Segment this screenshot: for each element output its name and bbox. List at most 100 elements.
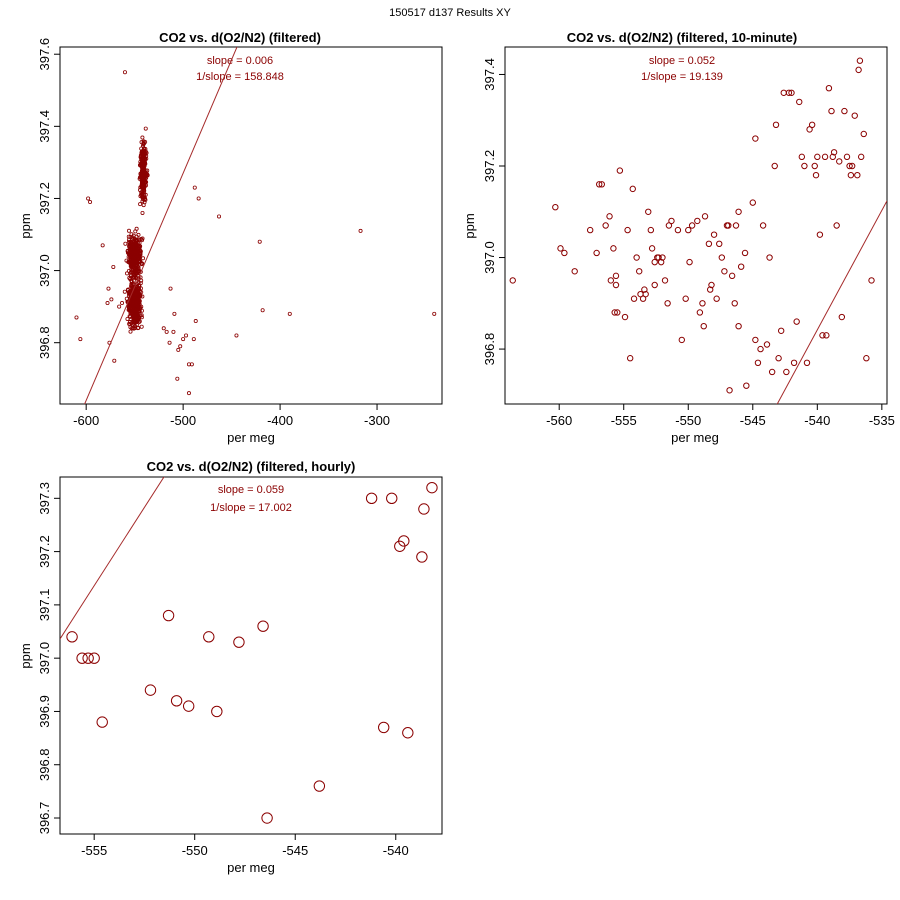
data-point	[706, 286, 714, 293]
data-point	[716, 240, 723, 248]
x-tick-label: -550	[182, 843, 208, 858]
data-point	[710, 231, 718, 238]
data-point	[135, 284, 140, 289]
data-point	[139, 174, 144, 179]
regression-line	[776, 200, 887, 404]
data-point	[848, 162, 856, 170]
data-point	[418, 503, 430, 515]
data-point	[721, 268, 728, 275]
data-point	[728, 272, 736, 280]
data-point	[386, 492, 398, 505]
data-point	[139, 308, 144, 313]
data-point	[135, 319, 140, 324]
plot-panel: CO2 vs. d(O2/N2) (filtered, hourly) slop…	[18, 459, 443, 875]
x-tick-label: -540	[804, 413, 830, 428]
data-point	[313, 780, 326, 792]
data-point	[830, 149, 838, 156]
data-point	[838, 313, 846, 321]
data-point	[135, 302, 140, 307]
inverse-slope-annotation: 1/slope = 158.848	[196, 71, 284, 83]
data-point	[129, 321, 134, 326]
data-point	[358, 228, 363, 233]
data-point	[586, 226, 594, 234]
data-point	[846, 162, 853, 170]
data-point	[836, 158, 843, 165]
data-point	[793, 318, 800, 325]
data-point	[801, 162, 808, 170]
data-point	[122, 70, 127, 75]
data-point	[133, 258, 138, 263]
x-tick-label: -555	[611, 413, 637, 428]
data-point	[686, 258, 693, 266]
data-point	[741, 249, 749, 257]
data-point	[138, 202, 143, 207]
data-point	[139, 140, 144, 145]
data-point	[128, 329, 133, 334]
data-point	[651, 281, 658, 289]
data-point	[138, 313, 143, 318]
plot-title: CO2 vs. d(O2/N2) (filtered, 10-minute)	[567, 30, 797, 45]
data-point	[855, 66, 862, 74]
data-point	[699, 300, 706, 307]
data-point	[828, 107, 835, 115]
data-point	[737, 263, 745, 270]
data-point	[112, 358, 117, 363]
data-point	[636, 268, 643, 275]
data-point	[788, 89, 795, 96]
data-point	[141, 154, 146, 159]
data-point	[612, 281, 620, 289]
data-point	[811, 162, 818, 170]
data-point	[175, 376, 180, 381]
plot-title: CO2 vs. d(O2/N2) (filtered)	[159, 30, 321, 45]
data-point	[678, 336, 686, 344]
data-point	[140, 135, 145, 140]
y-axis-label: ppm	[18, 213, 33, 238]
data-point	[168, 286, 173, 291]
data-point	[133, 320, 138, 325]
data-point	[763, 341, 771, 348]
plot-frame	[59, 46, 443, 405]
data-point	[790, 359, 798, 367]
data-point	[780, 89, 787, 96]
y-tick-label: 397.3	[37, 482, 52, 515]
data-point	[86, 196, 91, 201]
data-point	[124, 296, 129, 301]
x-tick-label: -545	[282, 843, 308, 858]
data-point	[141, 203, 146, 208]
data-point	[785, 89, 793, 96]
data-point	[752, 336, 759, 344]
data-point	[140, 294, 145, 299]
data-point	[856, 57, 864, 64]
data-point	[211, 705, 223, 718]
y-tick-label: 397.2	[482, 150, 497, 183]
data-point	[557, 245, 564, 252]
y-axis-label: ppm	[462, 213, 477, 238]
slope-annotation: slope = 0.006	[207, 55, 273, 67]
data-point	[125, 271, 130, 276]
data-point	[143, 192, 148, 197]
data-point	[137, 240, 142, 245]
data-point	[125, 288, 130, 293]
data-point	[130, 270, 135, 275]
data-point	[186, 391, 191, 396]
data-point	[126, 228, 131, 233]
data-point	[668, 217, 675, 225]
data-point	[136, 265, 141, 270]
data-point	[611, 309, 618, 316]
data-point	[775, 355, 782, 362]
data-point	[701, 213, 709, 220]
data-point	[135, 258, 140, 263]
data-point	[74, 315, 79, 320]
data-point	[125, 316, 130, 321]
data-point	[100, 243, 105, 248]
data-point	[88, 652, 100, 664]
plot-area: -555 -550 -545 -540 396.7 396.8 396.9 397.0 397.…	[37, 476, 443, 858]
data-point	[142, 183, 147, 188]
data-point	[829, 153, 836, 161]
data-point	[131, 252, 136, 257]
data-point	[629, 185, 636, 193]
data-point	[596, 181, 603, 188]
y-axis-label: ppm	[18, 643, 33, 668]
data-point	[630, 295, 638, 302]
data-point	[614, 309, 621, 316]
